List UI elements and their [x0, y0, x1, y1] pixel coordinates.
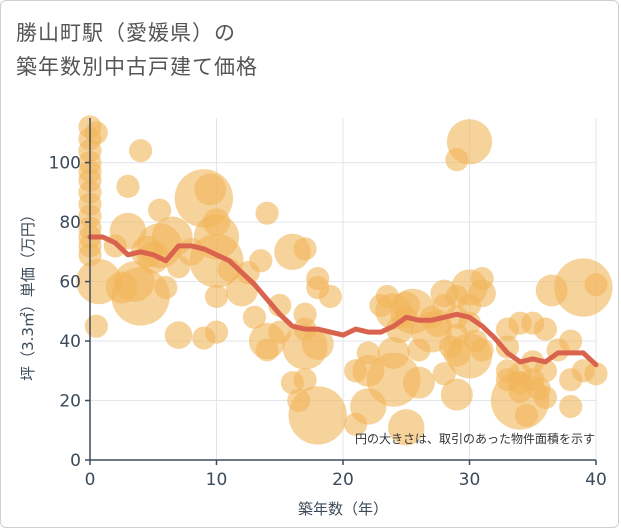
- data-bubble: [293, 368, 317, 392]
- data-bubble: [388, 409, 425, 446]
- data-bubble: [533, 317, 558, 341]
- data-bubble: [495, 335, 520, 359]
- x-tick-label: 10: [206, 470, 228, 490]
- data-bubble: [111, 267, 170, 326]
- data-bubble: [194, 173, 227, 206]
- data-bubble: [255, 201, 279, 225]
- data-bubble: [204, 320, 229, 344]
- x-axis-label: 築年数（年）: [298, 500, 388, 518]
- y-tick-label: 80: [59, 213, 81, 233]
- data-bubble: [242, 305, 267, 329]
- trend-line: [87, 234, 599, 368]
- data-bubble: [533, 359, 558, 383]
- data-bubble: [584, 272, 608, 297]
- y-tick-label: 20: [59, 392, 81, 412]
- data-bubble: [301, 328, 334, 361]
- data-bubble: [164, 321, 193, 349]
- y-tick-label: 40: [59, 332, 81, 352]
- axes: 0 10 20 30 40 0 20 40 60 80 100: [49, 118, 607, 490]
- data-bubble: [432, 362, 456, 386]
- data-bubble: [288, 386, 347, 445]
- title-line-2: 築年数別中古戸建て価格: [16, 55, 258, 79]
- data-bubble: [293, 237, 317, 261]
- data-bubble: [318, 284, 342, 309]
- x-tick-label: 40: [585, 470, 607, 490]
- data-bubble: [446, 119, 493, 165]
- data-bubble: [533, 385, 558, 410]
- data-bubble: [84, 314, 108, 338]
- x-tick-label: 20: [332, 470, 354, 490]
- data-bubble: [147, 198, 172, 222]
- y-tick-label: 60: [59, 273, 81, 293]
- title-line-1: 勝山町駅（愛媛県）の: [16, 21, 236, 45]
- y-tick-label: 100: [49, 154, 81, 174]
- data-bubble: [554, 258, 613, 317]
- data-bubble: [514, 403, 539, 427]
- data-bubble: [584, 362, 608, 386]
- data-bubble: [559, 329, 583, 353]
- size-annotation: 円の大きさは、取引のあった物件面積を示す: [355, 431, 595, 446]
- data-bubble: [204, 284, 229, 309]
- data-bubble: [84, 121, 108, 145]
- data-bubble: [154, 275, 178, 300]
- y-tick-label: 0: [70, 451, 81, 471]
- data-bubble: [129, 139, 153, 163]
- data-bubble: [468, 279, 496, 308]
- y-axis-label: 坪（3.3㎡）単価（万円）: [19, 207, 37, 381]
- data-bubble: [440, 378, 473, 411]
- data-bubble: [470, 338, 494, 362]
- bubbles-layer: [76, 115, 613, 446]
- chart-title: 勝山町駅（愛媛県）の 築年数別中古戸建て価格: [16, 16, 258, 84]
- data-bubble: [116, 174, 140, 198]
- data-bubble: [249, 249, 273, 273]
- x-tick-label: 0: [85, 470, 96, 490]
- x-tick-label: 30: [459, 470, 481, 490]
- data-bubble: [402, 366, 435, 399]
- data-bubble: [559, 394, 583, 419]
- data-bubble: [255, 338, 279, 362]
